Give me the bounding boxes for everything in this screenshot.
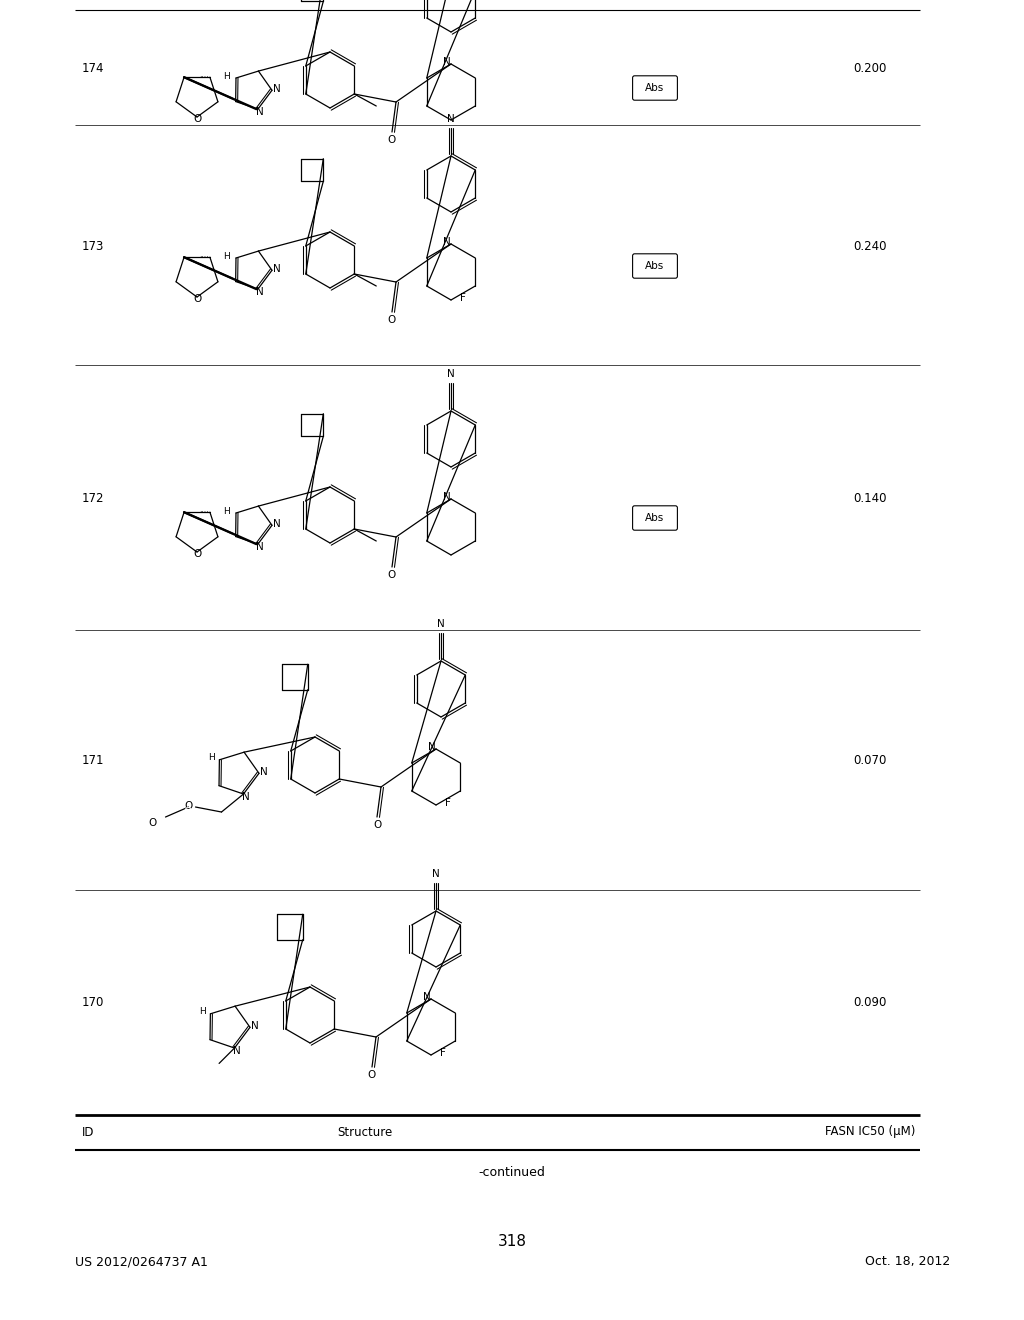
Text: O: O: [388, 315, 396, 325]
Text: O: O: [194, 549, 202, 558]
FancyBboxPatch shape: [633, 253, 678, 279]
Text: 173: 173: [82, 239, 104, 252]
Text: N: N: [423, 993, 431, 1002]
Text: 174: 174: [82, 62, 104, 74]
Text: N: N: [273, 84, 281, 94]
Text: US 2012/0264737 A1: US 2012/0264737 A1: [75, 1255, 208, 1269]
Text: 172: 172: [82, 491, 104, 504]
Text: Abs: Abs: [645, 261, 665, 271]
Text: F: F: [460, 293, 466, 304]
Text: O: O: [184, 801, 193, 810]
Text: H: H: [223, 252, 230, 260]
Text: N: N: [273, 519, 281, 529]
Text: N: N: [447, 370, 455, 379]
Text: N: N: [251, 1022, 259, 1031]
Text: Abs: Abs: [645, 513, 665, 523]
Text: H: H: [199, 1007, 206, 1016]
FancyBboxPatch shape: [633, 506, 678, 531]
Text: F: F: [440, 1048, 445, 1059]
Text: 171: 171: [82, 754, 104, 767]
Text: N: N: [443, 57, 451, 67]
Text: 0.240: 0.240: [853, 239, 887, 252]
Text: N: N: [256, 107, 264, 117]
Text: Abs: Abs: [645, 83, 665, 92]
Text: O: O: [368, 1071, 376, 1080]
Text: N: N: [260, 767, 268, 777]
Text: N: N: [256, 288, 264, 297]
Text: N: N: [447, 114, 455, 124]
Text: H: H: [223, 71, 230, 81]
Text: ....: ....: [200, 70, 209, 79]
Text: 0.090: 0.090: [853, 995, 887, 1008]
Text: N: N: [437, 619, 444, 630]
Text: N: N: [443, 238, 451, 247]
Text: O: O: [148, 818, 157, 828]
Text: N: N: [443, 492, 451, 502]
Text: 170: 170: [82, 995, 104, 1008]
Text: 318: 318: [498, 1234, 526, 1250]
Text: O: O: [194, 294, 202, 304]
Text: H: H: [208, 754, 215, 763]
Text: O: O: [388, 135, 396, 145]
Text: 0.070: 0.070: [853, 754, 887, 767]
FancyBboxPatch shape: [633, 75, 678, 100]
Text: N: N: [256, 543, 264, 552]
Text: -continued: -continued: [478, 1166, 546, 1179]
Text: 0.140: 0.140: [853, 491, 887, 504]
Text: 0.200: 0.200: [853, 62, 887, 74]
Text: O: O: [183, 807, 191, 817]
Text: ....: ....: [200, 504, 209, 513]
Text: FASN IC50 (μM): FASN IC50 (μM): [824, 1126, 915, 1138]
Text: O: O: [373, 820, 381, 830]
Text: ....: ....: [200, 249, 209, 259]
Text: O: O: [194, 114, 202, 124]
Text: Structure: Structure: [337, 1126, 392, 1138]
Text: Oct. 18, 2012: Oct. 18, 2012: [864, 1255, 950, 1269]
Text: ID: ID: [82, 1126, 94, 1138]
Text: N: N: [428, 742, 436, 752]
Text: O: O: [388, 570, 396, 579]
Text: F: F: [445, 799, 451, 808]
Text: N: N: [242, 792, 250, 803]
Text: N: N: [432, 869, 440, 879]
Text: N: N: [232, 1045, 241, 1056]
Text: N: N: [273, 264, 281, 275]
Text: H: H: [223, 507, 230, 516]
